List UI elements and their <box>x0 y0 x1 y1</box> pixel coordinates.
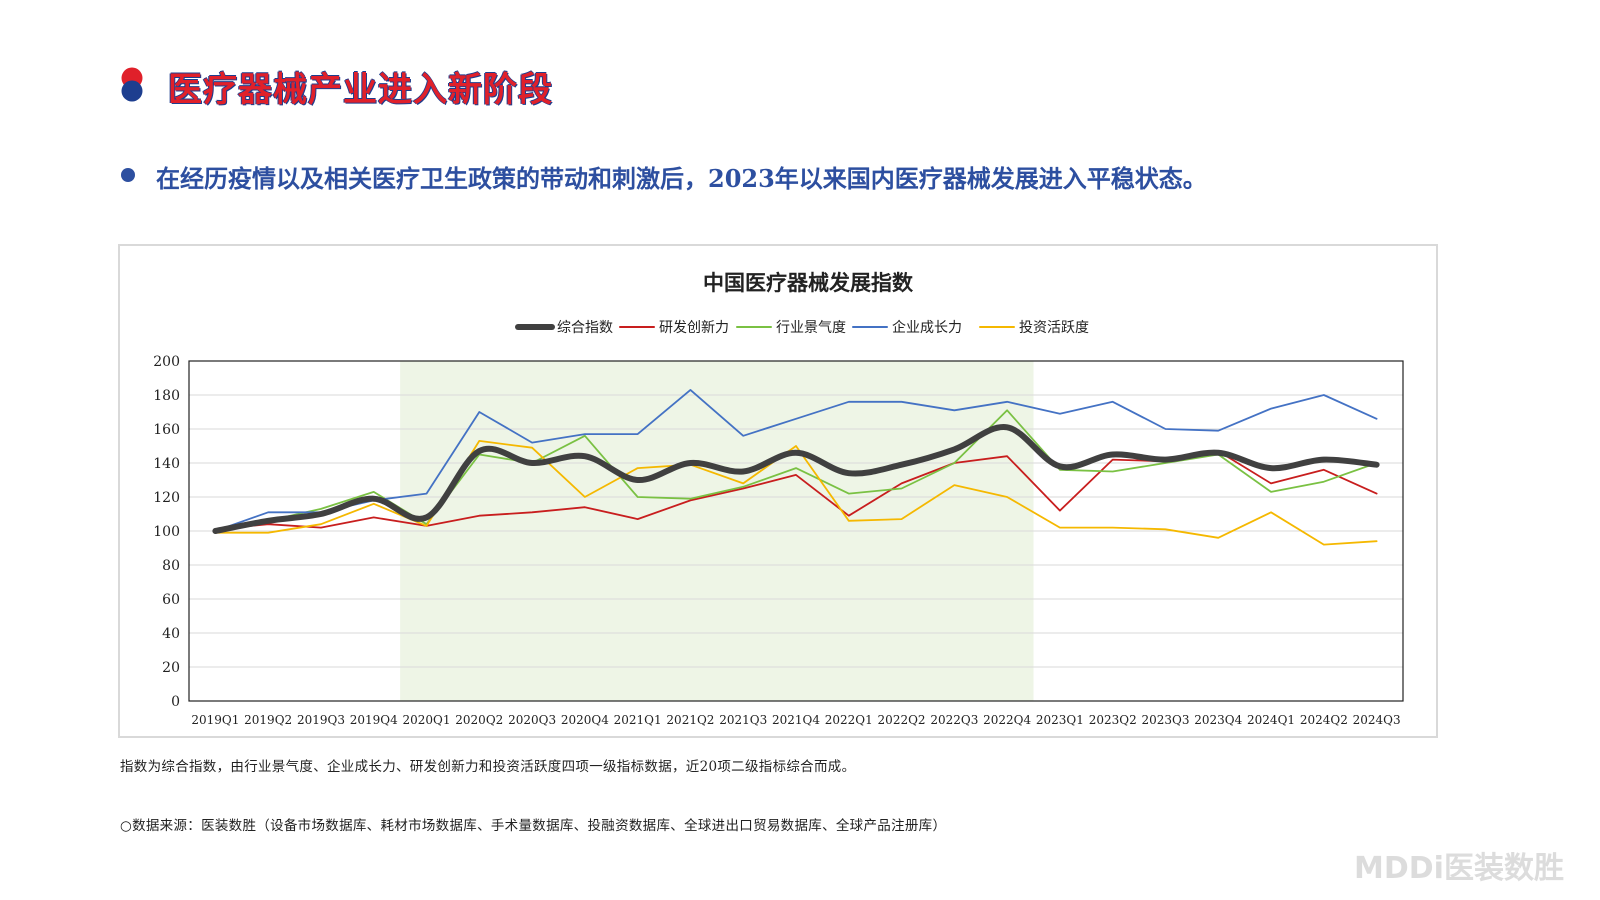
legend-label: 研发创新力 <box>659 320 729 336</box>
x-tick-label: 2020Q1 <box>403 713 451 727</box>
x-tick-label: 2022Q1 <box>825 713 873 727</box>
x-tick-label: 2022Q4 <box>983 713 1031 727</box>
chart-note: 指数为综合指数，由行业景气度、企业成长力、研发创新力和投资活跃度四项一级指标数据… <box>120 759 856 775</box>
bullet-dot-icon <box>121 168 135 182</box>
x-tick-label: 2020Q3 <box>508 713 556 727</box>
x-tick-label: 2021Q4 <box>772 713 820 727</box>
x-tick-label: 2021Q1 <box>614 713 662 727</box>
series-line <box>214 389 1378 532</box>
x-tick-label: 2019Q3 <box>297 713 345 727</box>
line-chart: 0 20 40 60 80 100 120 140 160 180 200 2019Q1 2019Q2 2… <box>153 270 1404 727</box>
y-tick-label: 120 <box>153 490 180 506</box>
plot-border <box>188 360 1404 702</box>
series-line <box>212 424 1380 534</box>
title-bullet-icon <box>121 67 143 102</box>
x-tick-label: 2024Q1 <box>1247 713 1295 727</box>
x-tick-label: 2023Q1 <box>1036 713 1084 727</box>
x-tick-label: 2020Q4 <box>561 713 609 727</box>
x-tick-label: 2022Q3 <box>930 713 978 727</box>
legend-label: 企业成长力 <box>892 319 962 336</box>
y-tick-label: 180 <box>153 388 180 404</box>
y-tick-label: 20 <box>162 660 180 676</box>
y-tick-label: 40 <box>162 626 180 642</box>
x-tick-label: 2024Q3 <box>1353 713 1401 727</box>
x-tick-label: 2024Q2 <box>1300 713 1348 727</box>
x-tick-label: 2019Q2 <box>244 713 292 727</box>
y-tick-label: 160 <box>153 422 180 438</box>
y-tick-label: 100 <box>153 524 180 540</box>
legend-label: 行业景气度 <box>776 320 846 336</box>
legend-label: 综合指数 <box>557 320 613 336</box>
y-tick-label: 0 <box>171 694 180 710</box>
y-tick-label: 200 <box>153 354 180 370</box>
page-title: 医疗器械产业进入新阶段 <box>168 70 553 110</box>
brand-logo: MDDi医装数胜 <box>1354 851 1564 886</box>
data-source: ○数据来源：医装数胜（设备市场数据库、耗材市场数据库、手术量数据库、投融资数据库… <box>120 818 947 834</box>
chart-frame: 0 20 40 60 80 100 120 140 160 180 200 2019Q1 2019Q2 2… <box>118 244 1438 738</box>
x-tick-label: 2019Q4 <box>350 713 398 727</box>
y-tick-label: 140 <box>153 456 180 472</box>
x-tick-label: 2020Q2 <box>455 713 503 727</box>
x-tick-label: 2023Q2 <box>1089 713 1137 727</box>
x-tick-label: 2021Q2 <box>666 713 714 727</box>
x-tick-label: 2022Q2 <box>878 713 926 727</box>
x-tick-label: 2021Q3 <box>719 713 767 727</box>
legend-label: 投资活跃度 <box>1019 320 1089 336</box>
chart-title: 中国医疗器械发展指数 <box>703 270 914 295</box>
subtitle: 在经历疫情以及相关医疗卫生政策的带动和刺激后，2023年以来国内医疗器械发展进入… <box>156 164 1207 193</box>
x-tick-label: 2023Q3 <box>1141 713 1189 727</box>
y-tick-label: 80 <box>162 558 180 574</box>
y-tick-label: 60 <box>162 592 180 608</box>
x-tick-label: 2023Q4 <box>1194 713 1242 727</box>
x-tick-label: 2019Q1 <box>191 713 239 727</box>
